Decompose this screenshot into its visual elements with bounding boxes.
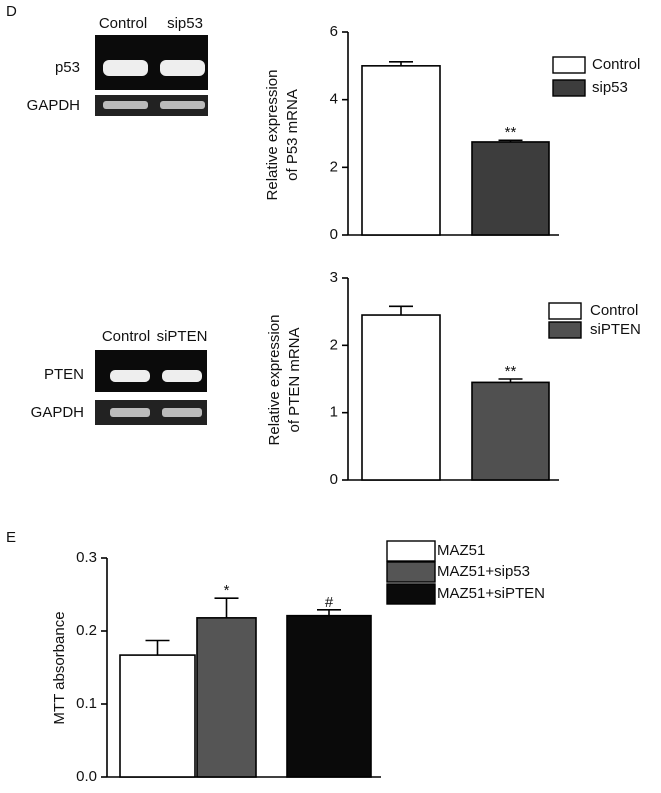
gel — [95, 95, 208, 116]
legend-swatch — [386, 561, 436, 583]
y-tick-label: 0.0 — [76, 768, 97, 785]
y-axis-label: Relative expression — [266, 315, 283, 446]
band — [110, 408, 150, 417]
y-axis-label: of P53 mRNA — [284, 89, 301, 181]
band — [103, 101, 148, 109]
legend-swatch — [548, 302, 582, 320]
y-tick-label: 0.3 — [76, 549, 97, 566]
y-tick-label: 2 — [330, 158, 338, 175]
bar — [471, 381, 550, 481]
band — [103, 60, 148, 76]
gel-row-label: GAPDH — [31, 404, 84, 421]
legend-label: Control — [590, 302, 638, 319]
gel-row-label: PTEN — [44, 366, 84, 383]
legend-label: Control — [592, 56, 640, 73]
gel-lane-label: Control — [102, 328, 150, 345]
y-tick-label: 1 — [330, 404, 338, 421]
bar — [361, 314, 441, 481]
y-tick-label: 0.2 — [76, 622, 97, 639]
bar — [286, 614, 372, 778]
band — [162, 370, 202, 382]
legend-swatch — [552, 56, 586, 74]
significance-label: * — [224, 582, 230, 599]
band — [110, 370, 150, 382]
bar — [361, 65, 441, 236]
significance-label: ** — [505, 363, 517, 380]
bar — [196, 617, 257, 778]
gel-lane-label: sip53 — [167, 15, 203, 32]
panel-label: D — [6, 3, 17, 20]
legend-swatch — [552, 79, 586, 97]
legend-label: MAZ51+siPTEN — [437, 585, 545, 602]
band — [160, 101, 205, 109]
legend-swatch — [548, 321, 582, 339]
bar — [471, 141, 550, 236]
legend-label: sip53 — [592, 79, 628, 96]
y-tick-label: 0 — [330, 226, 338, 243]
legend-label: siPTEN — [590, 321, 641, 338]
legend-swatch — [386, 583, 436, 605]
panel-label: E — [6, 529, 16, 546]
significance-label: ** — [505, 124, 517, 141]
y-tick-label: 4 — [330, 91, 338, 108]
bar — [119, 654, 196, 778]
band — [160, 60, 205, 76]
y-tick-label: 3 — [330, 269, 338, 286]
y-tick-label: 0.1 — [76, 695, 97, 712]
y-tick-label: 6 — [330, 23, 338, 40]
significance-label: # — [325, 594, 334, 611]
gel-lane-label: siPTEN — [157, 328, 208, 345]
legend-swatch — [386, 540, 436, 562]
gel-row-label: GAPDH — [27, 97, 80, 114]
gel-row-label: p53 — [55, 59, 80, 76]
y-tick-label: 2 — [330, 336, 338, 353]
legend-label: MAZ51 — [437, 542, 485, 559]
gel-lane-label: Control — [99, 15, 147, 32]
y-axis-label: of PTEN mRNA — [286, 327, 303, 432]
band — [162, 408, 202, 417]
y-axis-label: Relative expression — [264, 70, 281, 201]
y-tick-label: 0 — [330, 471, 338, 488]
y-axis-label: MTT absorbance — [51, 611, 68, 724]
legend-label: MAZ51+sip53 — [437, 563, 530, 580]
